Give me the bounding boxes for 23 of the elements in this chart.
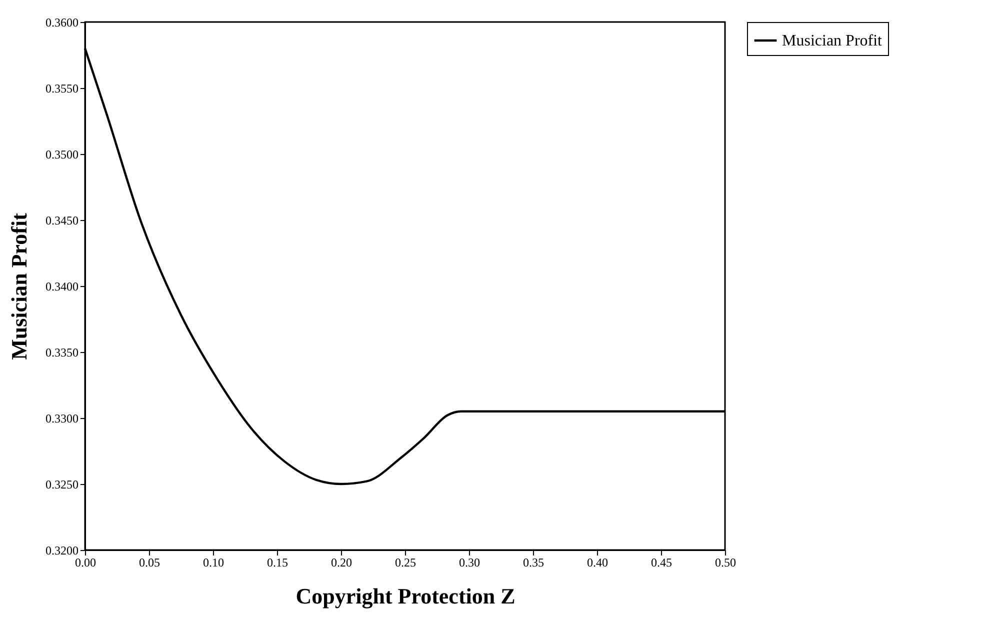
y-tick-label: 0.3550 <box>46 82 78 96</box>
y-tick-label: 0.3450 <box>46 214 78 228</box>
x-tick-label: 0.20 <box>331 556 352 570</box>
y-tick-label: 0.3350 <box>46 346 78 360</box>
x-tick-label: 0.00 <box>75 556 96 570</box>
y-tick-label: 0.3400 <box>46 280 78 294</box>
x-tick-label: 0.25 <box>395 556 416 570</box>
x-tick-label: 0.10 <box>203 556 224 570</box>
y-tick-label: 0.3500 <box>46 148 78 162</box>
y-axis-title: Musician Profit <box>6 212 32 360</box>
legend-label: Musician Profit <box>782 32 883 50</box>
y-tick-label: 0.3250 <box>46 478 78 492</box>
x-tick-label: 0.05 <box>139 556 160 570</box>
x-tick-label: 0.15 <box>267 556 288 570</box>
x-tick-label: 0.50 <box>715 556 736 570</box>
x-tick-label: 0.45 <box>651 556 672 570</box>
x-tick-label: 0.35 <box>523 556 544 570</box>
x-tick-label: 0.40 <box>587 556 608 570</box>
y-tick-label: 0.3200 <box>46 544 78 558</box>
y-tick-label: 0.3600 <box>46 16 78 30</box>
x-axis-title: Copyright Protection Z <box>296 584 516 608</box>
x-tick-label: 0.30 <box>459 556 480 570</box>
y-tick-label: 0.3300 <box>46 412 78 426</box>
